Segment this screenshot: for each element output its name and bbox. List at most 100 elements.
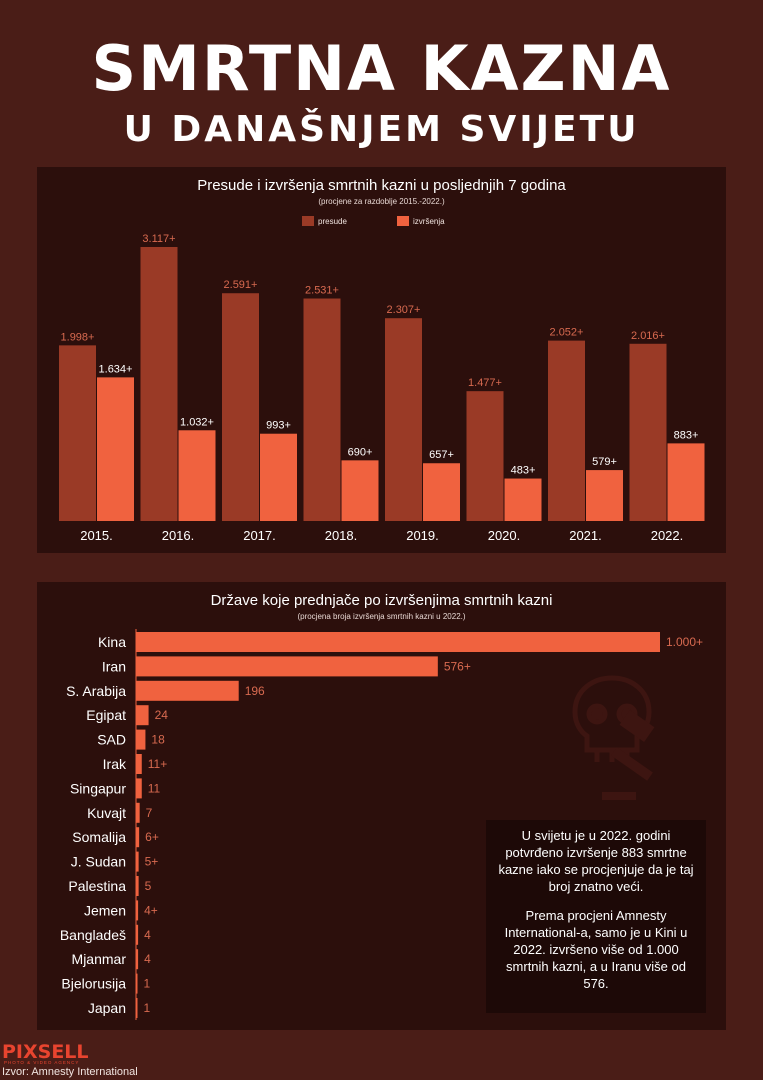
country-bar-8 <box>136 827 140 848</box>
sentences-executions-chart-panel: Presude i izvršenja smrtnih kazni u posl… <box>37 167 726 553</box>
bar-izvrsenja-4 <box>423 463 460 521</box>
country-label-8: Somalija <box>72 829 126 845</box>
data-label-0-1: 3.117+ <box>142 233 175 245</box>
page-subtitle: U DANAŠNJEM SVIJETU <box>123 109 640 150</box>
country-bar-4 <box>136 729 146 750</box>
legend-swatch-0 <box>302 216 314 226</box>
country-value-3: 24 <box>155 708 169 722</box>
data-label-0-7: 2.016+ <box>631 330 665 342</box>
data-label-1-1: 1.032+ <box>180 416 214 428</box>
chart2-subtitle: (procjena broja izvršenja smrtnih kazni … <box>297 612 466 621</box>
country-value-2: 196 <box>245 684 265 698</box>
country-label-11: Jemen <box>84 902 126 918</box>
x-tick-label-4: 2019. <box>406 528 439 543</box>
legend-label-0: presude <box>318 217 347 226</box>
country-label-14: Bjelorusija <box>61 976 126 992</box>
country-label-9: J. Sudan <box>71 854 126 870</box>
x-tick-label-0: 2015. <box>80 528 113 543</box>
data-label-1-0: 1.634+ <box>99 363 133 375</box>
bar-izvrsenja-7 <box>667 443 705 521</box>
x-tick-label-6: 2021. <box>569 528 602 543</box>
country-value-7: 7 <box>146 806 153 820</box>
country-value-13: 4 <box>144 952 151 966</box>
country-value-10: 5 <box>145 879 152 893</box>
note-paragraph-2: Prema procjeni Amnesty International-a, … <box>504 908 688 991</box>
country-value-9: 5+ <box>145 855 159 869</box>
country-bar-2 <box>136 680 239 701</box>
country-label-4: SAD <box>97 732 126 748</box>
bar-izvrsenja-1 <box>178 430 216 521</box>
legend-label-1: izvršenja <box>413 217 445 226</box>
country-label-10: Palestina <box>68 878 126 894</box>
country-bar-11 <box>136 900 139 921</box>
country-value-4: 18 <box>151 733 165 747</box>
bar-presude-3 <box>303 298 341 521</box>
bar-izvrsenja-0 <box>97 377 134 521</box>
x-tick-label-2: 2017. <box>243 528 276 543</box>
country-bar-0 <box>136 632 660 652</box>
country-value-11: 4+ <box>144 903 158 917</box>
chart1-title: Presude i izvršenja smrtnih kazni u posl… <box>197 177 566 194</box>
country-value-8: 6+ <box>145 830 159 844</box>
country-label-5: Irak <box>103 756 127 772</box>
data-label-1-6: 579+ <box>592 456 617 468</box>
country-label-2: S. Arabija <box>66 683 126 699</box>
country-bar-5 <box>136 754 142 774</box>
bar-presude-5 <box>466 391 504 521</box>
data-label-1-5: 483+ <box>511 465 536 477</box>
data-label-1-3: 690+ <box>348 446 373 458</box>
bar-izvrsenja-3 <box>341 460 379 521</box>
country-label-0: Kina <box>98 634 126 650</box>
bar-presude-4 <box>385 318 422 521</box>
country-bar-15 <box>136 998 138 1018</box>
country-value-12: 4 <box>144 928 151 942</box>
country-bar-9 <box>136 851 139 872</box>
chart1-subtitle: (procjene za razdoblje 2015.-2022.) <box>318 197 445 206</box>
chart1-svg: presude izvršenja 1.998+ 1.634+ 2015. 3.117+ 1… <box>59 216 705 543</box>
data-label-1-7: 883+ <box>674 429 699 441</box>
chart2-title: Države koje prednjače po izvršenjima smr… <box>210 592 553 609</box>
bar-presude-6 <box>548 340 585 521</box>
country-label-7: Kuvajt <box>87 805 126 821</box>
data-label-0-4: 2.307+ <box>387 304 421 316</box>
country-bar-14 <box>136 973 138 994</box>
pixsell-logo: PIXSELL <box>2 1041 89 1063</box>
country-bar-12 <box>136 924 139 945</box>
pixsell-logo-tagline: PHOTO & VIDEO AGENCY <box>4 1060 80 1065</box>
country-value-15: 1 <box>144 1001 151 1015</box>
gavel-icon <box>602 710 655 800</box>
country-label-15: Japan <box>88 1000 126 1016</box>
country-label-13: Mjanmar <box>72 951 127 967</box>
bar-presude-2 <box>222 293 259 521</box>
country-bar-3 <box>136 705 149 726</box>
country-value-5: 11+ <box>148 757 167 771</box>
data-label-0-5: 1.477+ <box>468 377 502 389</box>
country-label-12: Bangladeš <box>60 927 126 943</box>
legend-swatch-1 <box>397 216 409 226</box>
page-title: SMRTNA KAZNA <box>91 32 672 105</box>
country-bar-1 <box>136 656 438 677</box>
data-label-1-4: 657+ <box>429 449 454 461</box>
country-bar-13 <box>136 949 139 970</box>
country-value-0: 1.000+ <box>666 635 703 649</box>
data-label-0-2: 2.591+ <box>224 279 258 291</box>
x-tick-label-5: 2020. <box>488 528 521 543</box>
data-label-1-2: 993+ <box>266 420 291 432</box>
bar-izvrsenja-2 <box>260 433 297 521</box>
country-value-6: 11 <box>148 781 161 795</box>
country-bar-6 <box>136 778 142 799</box>
country-bar-7 <box>136 802 140 823</box>
source-credit: Izvor: Amnesty International <box>2 1066 138 1078</box>
skull-gavel-illustration <box>572 675 655 800</box>
country-value-1: 576+ <box>444 659 471 673</box>
bar-presude-0 <box>59 345 96 521</box>
country-label-6: Singapur <box>70 780 126 796</box>
x-tick-label-1: 2016. <box>162 528 195 543</box>
bar-izvrsenja-6 <box>586 470 623 521</box>
country-value-14: 1 <box>144 977 151 991</box>
bar-presude-7 <box>629 343 667 521</box>
x-tick-label-3: 2018. <box>325 528 358 543</box>
info-note-box: U svijetu je u 2022. godini potvrđeno iz… <box>486 820 706 1013</box>
country-bar-10 <box>136 876 139 896</box>
